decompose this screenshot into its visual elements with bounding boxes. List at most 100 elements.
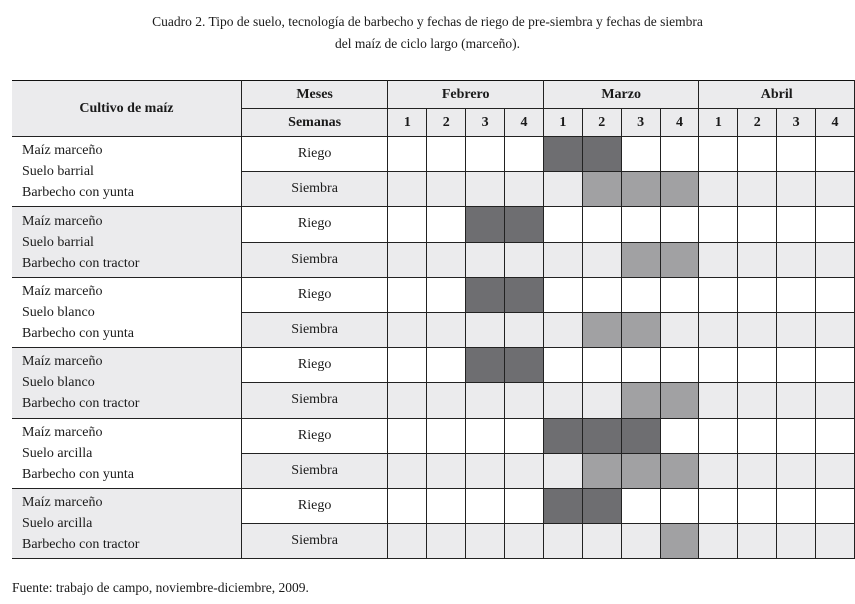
week-cell	[659, 347, 700, 384]
crop-label-line: Maíz marceño	[22, 143, 103, 159]
week-cell	[465, 487, 506, 525]
crop-label: Maíz marceño Suelo blanco Barbecho con tra…	[12, 347, 242, 419]
riego-label: Riego	[240, 487, 389, 525]
crop-label-line: Suelo arcilla	[22, 516, 93, 532]
week-cell	[776, 135, 816, 173]
siembra-label: Siembra	[240, 311, 389, 349]
week-cell	[776, 452, 816, 489]
header-week: 2	[737, 108, 778, 137]
week-cell	[426, 487, 467, 525]
week-cell	[698, 452, 739, 489]
siembra-week-filled	[659, 523, 700, 560]
week-cell	[620, 276, 661, 313]
week-cell	[815, 206, 855, 243]
caption-line-1: Cuadro 2. Tipo de suelo, tecnología de b…	[152, 14, 703, 29]
week-cell	[426, 523, 467, 560]
week-cell	[504, 487, 544, 525]
week-cell	[815, 487, 855, 525]
week-cell	[581, 206, 622, 243]
caption-line-2: del maíz de ciclo largo (marceño).	[335, 36, 520, 51]
riego-label: Riego	[240, 347, 389, 384]
week-cell	[542, 171, 583, 208]
riego-week-filled	[620, 417, 661, 454]
header-week: 2	[426, 108, 467, 137]
week-cell	[387, 206, 428, 243]
riego-week-filled	[581, 135, 622, 173]
week-cell	[426, 382, 467, 419]
week-cell	[815, 276, 855, 313]
week-cell	[426, 417, 467, 454]
week-cell	[387, 276, 428, 313]
siembra-week-filled	[581, 311, 622, 349]
siembra-week-filled	[659, 452, 700, 489]
week-cell	[737, 241, 778, 278]
week-cell	[465, 171, 506, 208]
schedule-table: Cultivo de maíz Meses Febrero Marzo Abri…	[12, 80, 855, 560]
riego-week-filled	[542, 135, 583, 173]
siembra-week-filled	[581, 452, 622, 489]
siembra-week-filled	[581, 171, 622, 208]
header-month: Febrero	[387, 80, 544, 109]
week-cell	[620, 487, 661, 525]
week-cell	[465, 135, 506, 173]
header-month: Abril	[698, 80, 855, 109]
riego-label: Riego	[240, 135, 389, 173]
week-cell	[776, 487, 816, 525]
week-cell	[815, 347, 855, 384]
week-cell	[698, 523, 739, 560]
header-week: 1	[698, 108, 739, 137]
week-cell	[776, 206, 816, 243]
week-cell	[387, 417, 428, 454]
week-cell	[542, 276, 583, 313]
riego-week-filled	[465, 276, 506, 313]
riego-label: Riego	[240, 276, 389, 313]
header-week: 1	[542, 108, 583, 137]
week-cell	[465, 241, 506, 278]
week-cell	[465, 311, 506, 349]
week-cell	[504, 382, 544, 419]
week-cell	[698, 276, 739, 313]
siembra-week-filled	[659, 382, 700, 419]
week-cell	[387, 382, 428, 419]
siembra-label: Siembra	[240, 171, 389, 208]
week-cell	[387, 523, 428, 560]
week-cell	[504, 241, 544, 278]
crop-label-line: Maíz marceño	[22, 354, 103, 370]
week-cell	[465, 417, 506, 454]
riego-row: Maíz marceño Suelo blanco Barbecho con tra…	[12, 347, 855, 419]
week-cell	[815, 523, 855, 560]
siembra-week-filled	[659, 171, 700, 208]
week-cell	[815, 452, 855, 489]
week-cell	[465, 452, 506, 489]
siembra-row: Siembra	[12, 382, 855, 419]
crop-label-line: Barbecho con yunta	[22, 185, 134, 201]
crop-label-line: Maíz marceño	[22, 213, 103, 229]
week-cell	[776, 417, 816, 454]
siembra-label: Siembra	[240, 523, 389, 560]
riego-row: Maíz marceño Suelo barrial Barbecho con yu…	[12, 135, 855, 208]
crop-label-line: Suelo barrial	[22, 164, 94, 180]
source-note: Fuente: trabajo de campo, noviembre-dici…	[12, 580, 309, 595]
header-months: Meses	[240, 80, 389, 109]
week-cell	[776, 311, 816, 349]
crop-label: Maíz marceño Suelo barrial Barbecho con yu…	[12, 135, 242, 208]
siembra-label: Siembra	[240, 382, 389, 419]
header-week: 3	[776, 108, 816, 137]
week-cell	[387, 487, 428, 525]
siembra-row: Siembra	[12, 452, 855, 489]
week-cell	[698, 382, 739, 419]
riego-week-filled	[542, 417, 583, 454]
week-cell	[426, 135, 467, 173]
week-cell	[815, 311, 855, 349]
week-cell	[387, 171, 428, 208]
week-cell	[504, 523, 544, 560]
week-cell	[620, 206, 661, 243]
crop-label-line: Barbecho con tractor	[22, 396, 140, 412]
week-cell	[698, 311, 739, 349]
crop-label-line: Barbecho con tractor	[22, 255, 140, 271]
week-cell	[737, 523, 778, 560]
week-cell	[698, 241, 739, 278]
week-cell	[776, 171, 816, 208]
riego-week-filled	[465, 206, 506, 243]
week-cell	[815, 382, 855, 419]
